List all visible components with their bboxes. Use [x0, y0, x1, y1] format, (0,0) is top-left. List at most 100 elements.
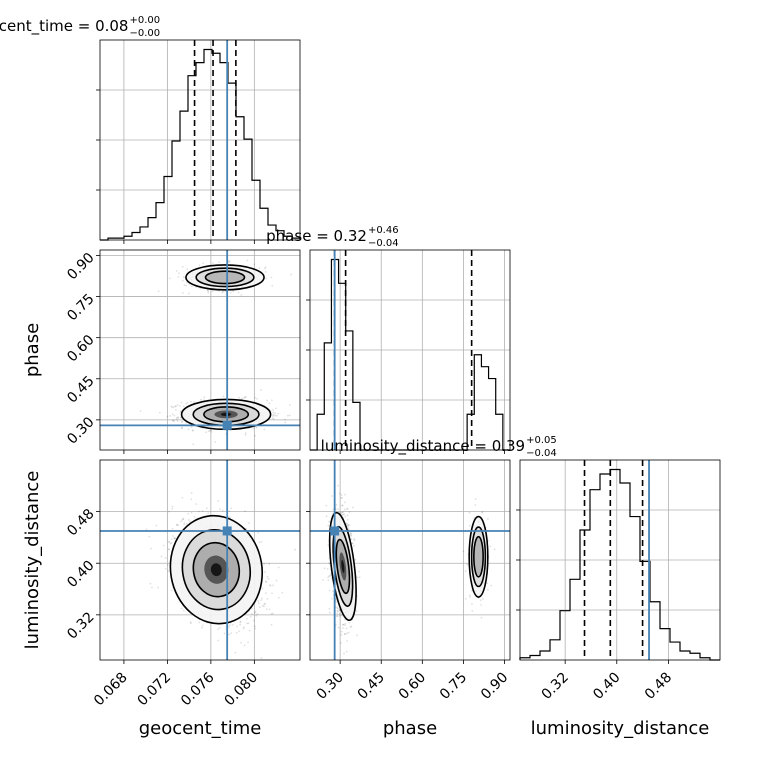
sample-point: [337, 610, 339, 613]
sample-point: [471, 609, 474, 612]
sample-point: [260, 540, 263, 543]
sample-point: [239, 623, 242, 626]
histogram-panel-geocent_time: geocent_time = 0.08+0.00 −0.00: [0, 15, 301, 244]
sample-point: [257, 600, 260, 602]
x-tick-label: 0.75: [437, 670, 470, 703]
sample-point: [284, 421, 287, 424]
sample-point: [171, 406, 174, 409]
sample-point: [327, 544, 330, 547]
sample-point: [228, 633, 231, 636]
sample-point: [263, 428, 266, 431]
y-tick-label: 0.48: [64, 506, 97, 539]
histogram-step-line: [100, 48, 301, 241]
sample-point: [261, 605, 264, 607]
sample-point: [190, 400, 192, 403]
sample-point: [239, 621, 242, 624]
sample-point: [218, 626, 221, 629]
title-value: phase = 0.32: [266, 227, 367, 245]
sample-point: [235, 631, 238, 634]
sample-point: [168, 277, 171, 280]
sample-point: [269, 584, 272, 587]
sample-point: [348, 523, 350, 526]
histogram-step-line: [519, 468, 720, 661]
sample-point: [338, 613, 341, 615]
sample-point: [177, 416, 180, 419]
sample-point: [181, 496, 184, 499]
sample-point: [182, 405, 185, 408]
sample-point: [262, 605, 265, 608]
sample-point: [481, 511, 484, 513]
sample-point: [176, 523, 178, 526]
sample-point: [347, 527, 350, 529]
x-axis-label-luminosity_distance: luminosity_distance: [531, 718, 710, 739]
sample-point: [325, 515, 328, 518]
sample-point: [343, 508, 346, 511]
sample-point: [217, 500, 220, 502]
x-tick-label: 0.30: [314, 670, 347, 703]
sample-point: [228, 626, 230, 628]
sample-point: [201, 624, 204, 627]
sample-point: [340, 511, 343, 514]
sample-point: [182, 292, 184, 294]
sample-point: [185, 284, 188, 287]
sample-point: [170, 405, 173, 408]
y-tick-label: 0.75: [64, 291, 97, 324]
sample-point: [252, 427, 255, 430]
sample-point: [263, 570, 266, 573]
sample-point: [169, 415, 172, 417]
sample-point: [479, 599, 482, 602]
sample-point: [228, 624, 231, 627]
sample-point: [469, 596, 471, 598]
sample-point: [337, 626, 340, 629]
y-tick-label: 0.40: [64, 558, 97, 591]
sample-point: [336, 606, 339, 609]
sample-point: [345, 632, 348, 635]
sample-point: [345, 627, 348, 630]
sample-point: [172, 406, 175, 409]
sample-point: [346, 514, 349, 517]
sample-point: [177, 276, 180, 278]
sample-point: [155, 524, 158, 527]
sample-point: [171, 419, 174, 422]
sample-point: [171, 527, 174, 530]
sample-point: [231, 624, 234, 626]
sample-point: [346, 523, 349, 525]
sample-point: [189, 621, 192, 624]
sample-point: [336, 607, 339, 610]
sample-point: [158, 411, 161, 414]
sample-point: [183, 522, 186, 524]
sample-point: [248, 522, 250, 524]
sample-point: [167, 541, 170, 544]
sample-point: [480, 604, 483, 606]
sample-point: [328, 575, 331, 578]
sample-point: [272, 411, 275, 414]
sample-point: [187, 519, 190, 521]
sample-point: [193, 401, 196, 403]
sample-point: [468, 524, 471, 527]
sample-point: [173, 414, 176, 417]
sample-point: [464, 597, 467, 600]
x-tick-label: 0.080: [222, 670, 262, 710]
sample-point: [214, 440, 217, 443]
sample-point: [335, 600, 337, 603]
sample-point: [336, 615, 339, 617]
sample-point: [185, 522, 188, 525]
sample-point: [181, 279, 184, 282]
sample-point: [192, 443, 195, 446]
sample-point: [207, 290, 210, 292]
sample-point: [181, 265, 184, 268]
sample-point: [183, 284, 186, 286]
sample-point: [345, 650, 348, 653]
sample-point: [224, 290, 227, 293]
sample-point: [148, 535, 151, 538]
sample-point: [340, 494, 343, 496]
sample-point: [335, 504, 338, 506]
sample-point: [176, 404, 179, 406]
sample-point: [344, 493, 346, 496]
sample-point: [358, 576, 361, 579]
sample-point: [343, 652, 345, 655]
sample-point: [272, 418, 275, 420]
sample-point: [251, 612, 253, 615]
y-tick-label: 0.60: [64, 332, 97, 365]
sample-point: [337, 484, 339, 487]
